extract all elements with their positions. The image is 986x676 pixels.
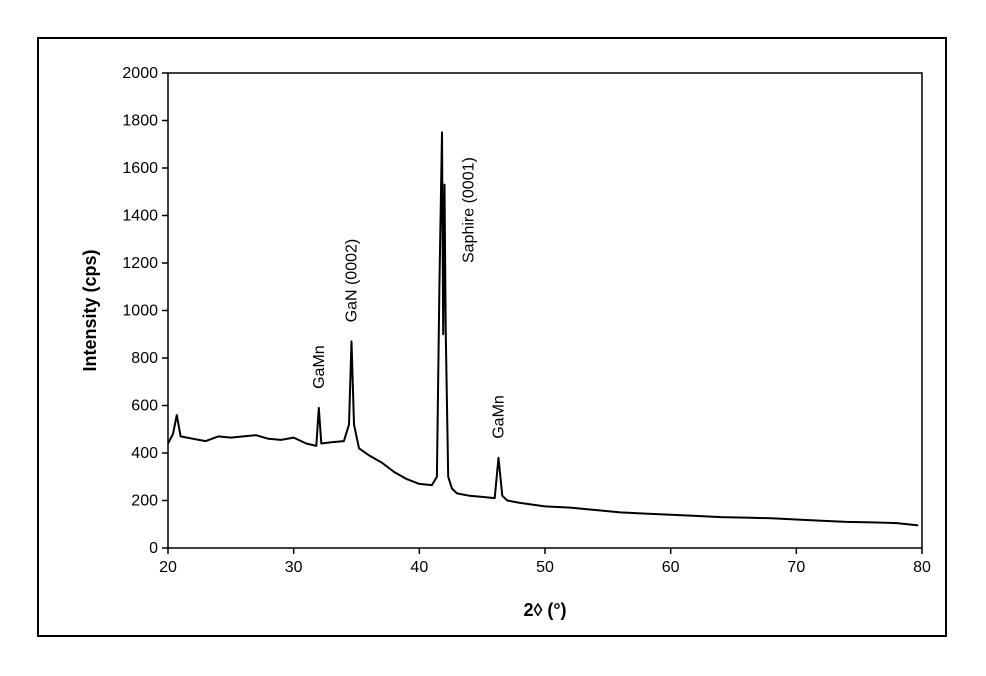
y-tick-label: 1200 (122, 255, 158, 272)
y-tick-label: 1000 (122, 303, 158, 320)
x-tick-label: 40 (410, 559, 428, 576)
plot-area (167, 72, 923, 549)
series-line (167, 131, 919, 527)
x-axis-ticks: 20 30 40 50 60 70 80 (159, 548, 931, 576)
x-tick-label: 70 (787, 559, 805, 576)
x-axis-label: 2◊ (°) (523, 600, 566, 620)
x-tick-label: 50 (536, 559, 554, 576)
y-axis-label: Intensity (cps) (80, 249, 100, 371)
y-tick-label: 1400 (122, 208, 158, 225)
y-tick-label: 1800 (122, 113, 158, 130)
y-tick-label: 0 (149, 540, 158, 557)
y-tick-label: 400 (131, 445, 158, 462)
y-tick-label: 200 (131, 493, 158, 510)
series-group (167, 131, 919, 527)
y-tick-label: 800 (131, 350, 158, 367)
y-tick-label: 600 (131, 398, 158, 415)
annotations-group: GaMn GaN (0002) Saphire (0001) GaMn (311, 157, 508, 439)
x-tick-label: 20 (159, 559, 177, 576)
y-axis-ticks: 0 200 400 600 800 1000 1200 1400 1600 1800 2000 (122, 65, 168, 557)
x-tick-label: 80 (913, 559, 931, 576)
chart-frame (37, 37, 947, 637)
annotation-label: GaMn (311, 345, 328, 389)
annotation-label: Saphire (0001) (460, 157, 477, 263)
x-tick-label: 30 (285, 559, 303, 576)
annotation-label: GaMn (491, 395, 508, 439)
annotation-label: GaN (0002) (344, 239, 361, 323)
y-tick-label: 2000 (122, 65, 158, 82)
y-tick-label: 1600 (122, 160, 158, 177)
plot-border (167, 72, 923, 549)
x-tick-label: 60 (662, 559, 680, 576)
